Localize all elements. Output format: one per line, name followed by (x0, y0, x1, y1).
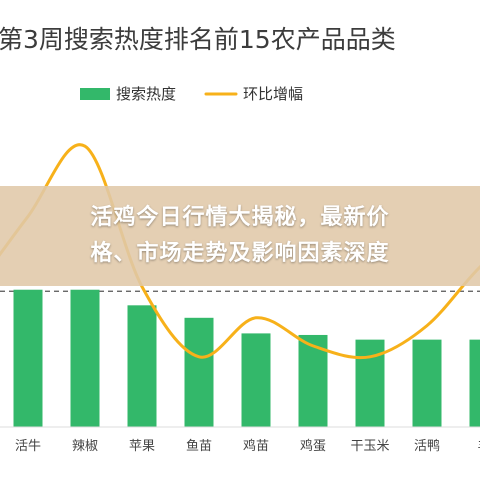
headline-line-1: 活鸡今日行情大揭秘，最新价 (90, 205, 390, 230)
x-tick-label: 活牛 (15, 439, 41, 454)
x-tick-label: 干玉米 (350, 439, 389, 454)
legend-label-line: 环比增幅 (243, 85, 303, 103)
bar-8 (469, 339, 480, 427)
headline-overlay: 活鸡今日行情大揭秘，最新价 格、市场走势及影响因素深度 (0, 186, 480, 286)
bar-7 (412, 339, 442, 427)
headline-line-2: 格、市场走势及影响因素深度 (90, 241, 390, 266)
legend: 搜索热度 环比增幅 (80, 85, 303, 103)
chart-title: 第3周搜索热度排名前15农产品品类 (0, 25, 396, 54)
x-tick-label: 鱼苗 (186, 438, 212, 454)
bar-4 (241, 333, 271, 427)
x-tick-label: 鸡苗 (243, 438, 269, 454)
x-tick-label: 羊 (477, 438, 480, 454)
bar-0 (13, 289, 43, 427)
legend-swatch-bar (80, 88, 110, 100)
x-tick-label: 辣椒 (72, 439, 98, 454)
x-tick-label: 苹果 (129, 439, 155, 454)
x-tick-label: 鸡蛋 (300, 438, 326, 454)
legend-label-bar: 搜索热度 (116, 85, 176, 103)
bar-3 (184, 317, 214, 427)
bar-2 (127, 305, 157, 427)
bar-1 (70, 289, 100, 427)
series-line-path (0, 143, 480, 360)
x-tick-label: 活鸭 (414, 439, 440, 454)
